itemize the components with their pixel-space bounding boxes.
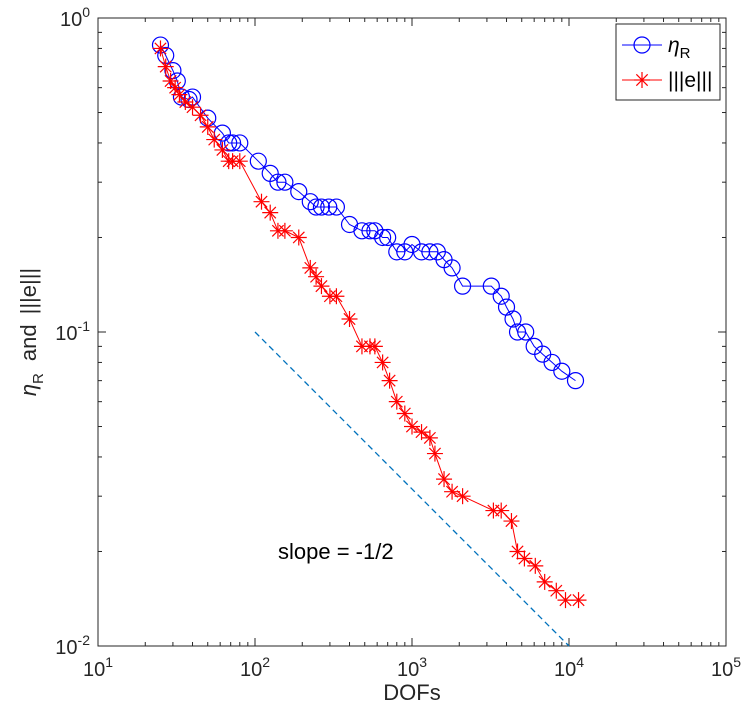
error-point (328, 288, 345, 305)
eta-point (320, 198, 338, 216)
error-point (290, 229, 307, 246)
eta-point (517, 323, 535, 341)
legend-eta-sub: R (680, 45, 691, 62)
eta-point (307, 198, 325, 216)
series-line-0 (160, 44, 576, 382)
y-label-norm: |||e||| (16, 268, 41, 315)
eta-point (482, 277, 500, 295)
error-point (381, 372, 398, 389)
error-point (231, 153, 248, 170)
x-tick-label: 103 (397, 654, 427, 681)
error-point (313, 278, 330, 295)
eta-point (224, 134, 242, 152)
error-point (388, 393, 405, 410)
eta-point (443, 259, 461, 277)
error-point (262, 204, 279, 221)
error-point (152, 40, 169, 57)
legend-eta-marker (633, 36, 651, 54)
eta-point (312, 198, 331, 216)
eta-point (566, 372, 585, 390)
error-point (404, 418, 420, 435)
x-tick-label: 104 (554, 654, 584, 681)
y-label-eta-sub: R (30, 373, 47, 384)
error-point (374, 354, 391, 371)
error-point (536, 573, 553, 590)
eta-point (453, 277, 472, 295)
y-tick-label: 100 (60, 4, 90, 31)
error-point (171, 86, 188, 103)
legend-error-label: |||e||| (668, 69, 712, 92)
x-tick-label: 105 (711, 654, 741, 681)
x-axis-label: DOFs (383, 680, 440, 705)
eta-point (220, 134, 238, 152)
error-point (570, 592, 587, 609)
error-point (366, 338, 383, 355)
x-tick-label: 101 (83, 654, 113, 681)
error-point (157, 58, 174, 75)
eta-point (249, 152, 267, 170)
error-point (341, 311, 358, 328)
y-label-and: and (16, 324, 41, 361)
error-point (557, 592, 574, 609)
y-label-eta: η (16, 384, 41, 396)
eta-point (553, 362, 571, 380)
error-point (302, 259, 319, 276)
legend: ηR |||e||| (615, 23, 721, 101)
error-point (426, 445, 443, 462)
error-point (276, 222, 293, 239)
x-tick-label: 102 (240, 654, 270, 681)
eta-point (172, 88, 191, 106)
y-tick-label: 10-1 (55, 318, 90, 345)
error-point (413, 424, 430, 441)
legend-eta-label: ηR (668, 34, 691, 62)
eta-point (269, 173, 287, 191)
eta-point (290, 182, 308, 201)
legend-eta-symbol: η (668, 34, 680, 57)
eta-point (504, 310, 522, 328)
error-point (527, 557, 544, 574)
eta-point (353, 222, 371, 240)
eta-point (379, 228, 397, 247)
y-axis-label: ηRand |||e||| (16, 268, 47, 396)
error-point (493, 502, 510, 519)
error-point (214, 141, 231, 158)
error-point (199, 118, 216, 135)
error-point (206, 131, 223, 148)
eta-point (543, 353, 561, 372)
error-point (548, 582, 565, 599)
error-point (192, 107, 209, 124)
error-point (162, 73, 179, 90)
error-point (253, 193, 270, 210)
error-point (167, 79, 184, 96)
error-point (516, 550, 533, 567)
eta-point (327, 198, 346, 216)
legend-box (615, 23, 721, 101)
eta-point (231, 134, 249, 152)
error-point (396, 405, 413, 422)
eta-point (276, 173, 294, 191)
eta-point (388, 243, 406, 261)
legend-error-marker (634, 72, 650, 88)
error-point (436, 471, 453, 488)
eta-point (492, 287, 510, 305)
y-tick-label: 10-2 (55, 632, 90, 659)
eta-point (374, 228, 392, 247)
slope-reference-line (254, 331, 570, 647)
eta-point (508, 323, 527, 341)
eta-point (421, 243, 439, 261)
error-point (454, 488, 471, 505)
slope-annotation: slope = -1/2 (278, 539, 394, 564)
eta-point (301, 193, 319, 211)
error-point (503, 513, 520, 530)
error-point (308, 268, 325, 285)
error-point (421, 429, 438, 446)
